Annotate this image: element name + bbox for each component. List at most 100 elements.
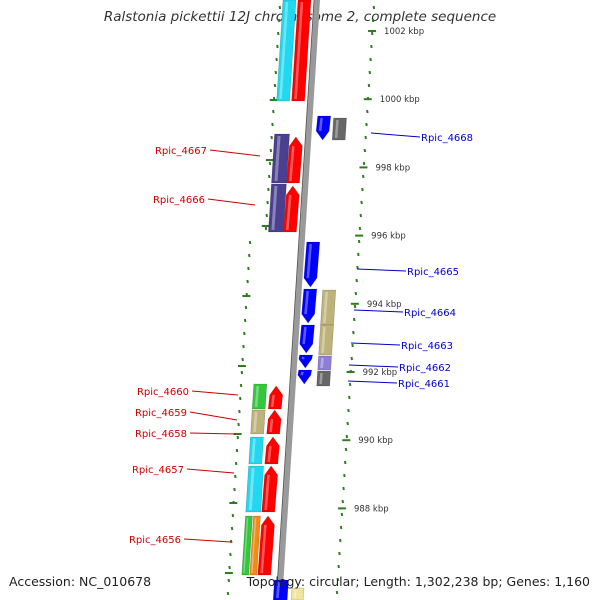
category-bar-rpic-4657-shine xyxy=(248,467,255,511)
guide-dot xyxy=(356,265,359,270)
gene-label-right: Rpic_4668 xyxy=(421,133,473,144)
guide-dot xyxy=(363,148,367,153)
guide-dot xyxy=(266,200,269,205)
category-bar-rpic-4658 xyxy=(248,436,264,465)
guide-dot xyxy=(233,487,236,492)
gene-labels: Rpic_4667 Rpic_4666 Rpic_4660 Rpic_4659 Rpic… xyxy=(129,132,473,546)
category-bar-rpic-4662-shine xyxy=(320,357,324,369)
gene-arrow-rpic-4660-shine xyxy=(270,394,275,408)
guide-dot xyxy=(272,109,275,114)
guide-dot xyxy=(351,343,354,348)
gene-arrow-rpic-4661 xyxy=(297,369,313,385)
guide-dot xyxy=(248,240,252,245)
guide-dot xyxy=(370,31,374,36)
guide-dot xyxy=(354,291,358,296)
category-bar-rpic-4661 xyxy=(316,370,331,387)
guide-dot xyxy=(343,473,346,478)
guide-dot xyxy=(239,396,242,401)
leader-line xyxy=(207,198,256,206)
guide-dot xyxy=(274,70,278,75)
guide-dot xyxy=(371,18,375,23)
leader-line xyxy=(348,364,399,368)
gene-arrow-rpic-4666 xyxy=(283,185,300,233)
gene-arrow-rpic-4662-shine xyxy=(301,356,305,360)
guide-dot xyxy=(341,499,344,504)
guide-dot xyxy=(352,330,355,335)
leader-line xyxy=(353,309,404,313)
guide-dot xyxy=(229,539,233,544)
guide-dot xyxy=(275,57,278,62)
guide-dot xyxy=(339,538,342,543)
category-bar-rpic-4656-a-shine xyxy=(243,517,249,574)
gene-arrow-rpic-4667 xyxy=(286,136,303,184)
guide-dot xyxy=(244,305,248,310)
guide-dot xyxy=(335,590,339,595)
guide-dot xyxy=(339,525,343,530)
backbone xyxy=(275,0,320,600)
guide-dot xyxy=(348,382,352,387)
genome-summary-text: Topology: circular; Length: 1,302,238 bp… xyxy=(246,574,590,589)
guide-dot xyxy=(350,356,353,361)
guide-dot xyxy=(241,357,244,362)
gene-arrow-rpic-4659 xyxy=(266,409,282,435)
category-bar-rpic-4659-shine xyxy=(253,411,258,433)
gene-arrow-rpic-4664 xyxy=(301,288,318,324)
guide-dot xyxy=(228,565,231,570)
tick-label: 994 kbp xyxy=(367,300,402,310)
leader-line xyxy=(350,342,401,346)
gene-label-right: Rpic_4665 xyxy=(407,267,459,278)
tick-label: 988 kbp xyxy=(354,504,389,514)
guide-dot xyxy=(271,122,274,127)
guide-dot xyxy=(268,161,272,166)
category-bar-rpic-4656-b-shine xyxy=(251,517,257,574)
guide-dot xyxy=(235,448,239,453)
gene-arrow-rpic-4656 xyxy=(257,515,275,576)
gene-arrow-rpic-4660 xyxy=(267,385,283,410)
category-bar-top-cyan-shine xyxy=(279,1,289,100)
gene-arrow-rpic-4665-shine xyxy=(306,243,312,279)
gene-arrow-bottom-blue-shine xyxy=(276,581,281,599)
guide-dot xyxy=(236,435,240,440)
guide-dot xyxy=(277,18,281,23)
guide-dot xyxy=(355,278,358,283)
category-bar-rpic-4656-b xyxy=(249,515,261,576)
gene-arrow-rpic-4657-shine xyxy=(264,474,270,511)
category-bar-rpic-4667 xyxy=(271,133,290,184)
guide-dot xyxy=(276,44,279,49)
guide-dot xyxy=(276,31,280,36)
guide-dot xyxy=(264,226,268,231)
guide-dot xyxy=(243,331,246,336)
category-bar-bottom-shine xyxy=(293,589,297,599)
guide-dot xyxy=(359,213,363,218)
gene-arrow-rpic-4656-shine xyxy=(260,524,267,574)
guide-dot xyxy=(227,578,231,583)
guide-dot xyxy=(365,122,368,127)
guide-dot xyxy=(348,395,351,400)
category-bar-rpic-4668-shine xyxy=(334,119,339,139)
guide-dot xyxy=(267,174,271,179)
gene-arrow-rpic-4668 xyxy=(315,115,332,141)
gene-arrow-rpic-4659-shine xyxy=(269,418,274,433)
gene-arrow-rpic-4668-shine xyxy=(318,117,323,132)
tick-label: 1000 kbp xyxy=(380,95,420,105)
guide-dot xyxy=(237,422,240,427)
gene-arrow-rpic-4662 xyxy=(298,354,314,369)
guide-dot xyxy=(242,344,245,349)
gene-arrow-rpic-4658-shine xyxy=(267,445,272,463)
guide-dot xyxy=(362,161,366,166)
guide-dot xyxy=(336,577,340,582)
tick-label: 998 kbp xyxy=(375,163,410,173)
guide-dot xyxy=(239,383,243,388)
category-bar-rpic-4657 xyxy=(245,465,264,513)
guide-dot xyxy=(344,447,348,452)
category-bar-rpic-4666 xyxy=(268,183,287,233)
guide-dot xyxy=(364,135,367,140)
gene-label-right: Rpic_4662 xyxy=(399,363,451,374)
gene-arrow-rpic-4658 xyxy=(264,436,280,465)
guide-dot xyxy=(265,213,269,218)
guide-dot xyxy=(366,109,369,114)
guide-dot xyxy=(357,252,360,257)
guide-dot xyxy=(357,239,361,244)
dotted-guide-lines xyxy=(226,5,376,596)
